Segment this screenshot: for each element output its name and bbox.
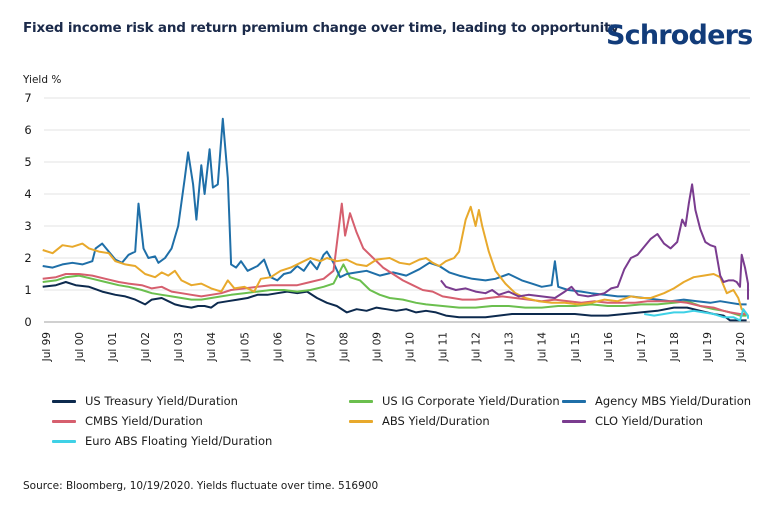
legend-item: US IG Corporate Yield/Duration — [349, 394, 560, 408]
y-tick-label: 5 — [24, 155, 31, 169]
series-line-us-ig-corporate-yield-duration — [42, 263, 747, 317]
legend-swatch — [52, 419, 76, 423]
series-line-us-treasury-yield-duration — [42, 281, 747, 322]
y-axis-label: Yield % — [23, 74, 62, 86]
x-tick-label: Jul 18 — [669, 332, 681, 362]
legend-item: US Treasury Yield/Duration — [52, 394, 238, 408]
legend-label: CLO Yield/Duration — [595, 414, 703, 428]
y-tick-label: 7 — [24, 91, 31, 105]
x-tick-label: Jul 99 — [41, 332, 53, 362]
legend-item: CLO Yield/Duration — [562, 414, 703, 428]
y-tick-label: 6 — [24, 123, 31, 137]
y-tick-label: 2 — [24, 251, 31, 265]
x-tick-label: Jul 17 — [636, 332, 648, 362]
legend-swatch — [52, 399, 76, 403]
legend-item: ABS Yield/Duration — [349, 414, 490, 428]
x-tick-label: Jul 02 — [140, 332, 152, 362]
legend-label: US IG Corporate Yield/Duration — [382, 394, 560, 408]
y-tick-label: 4 — [24, 187, 31, 201]
legend-label: CMBS Yield/Duration — [85, 414, 203, 428]
y-tick-label: 3 — [24, 219, 31, 233]
legend-label: ABS Yield/Duration — [382, 414, 490, 428]
schroders-logo: Schroders — [606, 20, 753, 51]
series-line-euro-abs-floating-yield-duration — [644, 308, 749, 322]
x-tick-label: Jul 06 — [272, 332, 284, 363]
x-tick-label: Jul 16 — [603, 332, 615, 363]
x-tick-label: Jul 00 — [74, 332, 86, 362]
x-tick-label: Jul 20 — [735, 332, 747, 362]
y-tick-label: 1 — [24, 283, 31, 297]
series-line-clo-yield-duration — [440, 183, 749, 300]
series-line-abs-yield-duration — [42, 205, 748, 315]
x-tick-label: Jul 05 — [239, 332, 251, 362]
x-tick-label: Jul 07 — [305, 332, 317, 362]
legend-item: CMBS Yield/Duration — [52, 414, 203, 428]
x-tick-label: Jul 10 — [405, 332, 417, 362]
source-note: Source: Bloomberg, 10/19/2020. Yields fl… — [23, 480, 379, 492]
legend-item: Euro ABS Floating Yield/Duration — [52, 434, 272, 448]
legend-item: Agency MBS Yield/Duration — [562, 394, 751, 408]
x-tick-label: Jul 15 — [570, 332, 582, 362]
x-tick-label: Jul 13 — [504, 332, 516, 362]
legend-swatch — [349, 399, 373, 403]
x-tick-label: Jul 08 — [338, 332, 350, 362]
x-tick-label: Jul 14 — [537, 332, 549, 363]
legend-label: Agency MBS Yield/Duration — [595, 394, 752, 408]
legend-label: Euro ABS Floating Yield/Duration — [85, 434, 273, 448]
series-lines — [42, 117, 749, 322]
series-line-agency-mbs-yield-duration — [42, 117, 747, 306]
legend-swatch — [562, 419, 586, 423]
series-line-cmbs-yield-duration — [42, 202, 747, 315]
x-tick-label: Jul 09 — [371, 332, 383, 362]
gridlines — [44, 97, 750, 323]
x-tick-label: Jul 12 — [471, 332, 483, 362]
x-tick-label: Jul 19 — [702, 332, 714, 362]
y-tick-label: 0 — [24, 315, 31, 329]
chart-title: Fixed income risk and return premium cha… — [23, 20, 619, 36]
y-tick-labels: 0 1 2 3 4 5 6 7 — [24, 91, 31, 329]
legend-swatch — [349, 419, 373, 423]
legend-swatch — [562, 399, 586, 403]
x-tick-label: Jul 03 — [173, 332, 185, 362]
x-tick-label: Jul 01 — [107, 332, 119, 362]
x-tick-labels: Jul 99 Jul 00 Jul 01 Jul 02 Jul 03 Jul 04 Jul … — [41, 332, 747, 363]
x-tick-label: Jul 04 — [206, 332, 218, 363]
legend-label: US Treasury Yield/Duration — [85, 394, 238, 408]
legend-swatch — [52, 439, 76, 443]
x-tick-label: Jul 11 — [438, 332, 450, 362]
